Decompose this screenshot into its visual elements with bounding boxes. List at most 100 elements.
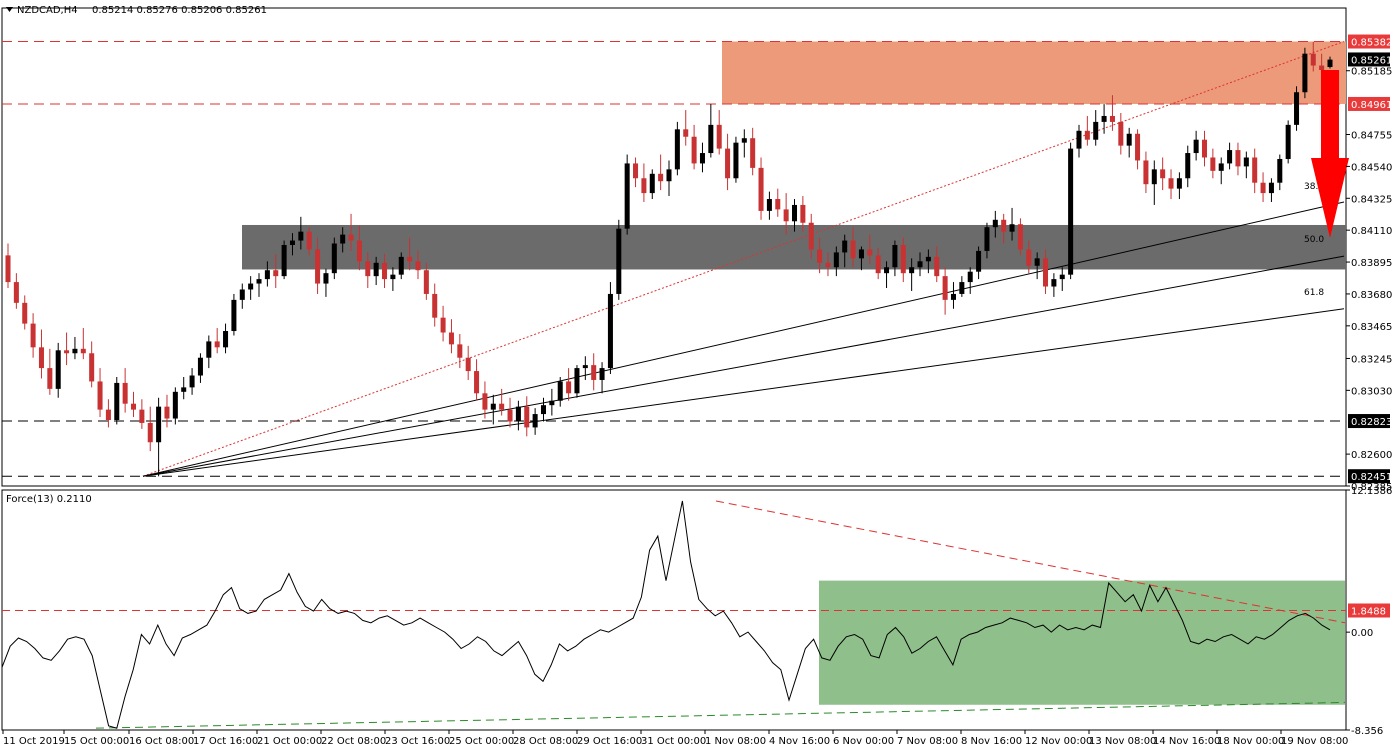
fan-base-line [142,41,1345,477]
candle-body [156,406,162,443]
candle-body [532,414,538,428]
price-flag-label: 0.85261 [1351,55,1392,66]
force-title: Force(13) 0.2110 [6,494,92,505]
chart-title: NZDCAD,H4 [17,5,78,16]
y-tick-label: 0.83030 [1351,386,1392,397]
candle-body [147,422,153,443]
candle-body [356,240,362,262]
candle-body [1001,219,1007,232]
price-flag-label: 0.85382 [1351,38,1392,49]
candle-body [884,267,890,274]
candle-body [331,243,337,274]
candle-body [139,409,145,423]
candle-body [825,262,831,268]
x-tick-label: 17 Oct 16:00 [193,736,258,747]
candle-body [373,262,379,277]
candle-body [900,244,906,274]
candle-body [691,136,697,164]
candle-body [674,129,680,170]
resistance-zone [722,41,1346,104]
candle-body [298,231,304,241]
candle-body [1327,59,1333,68]
candle-body [683,129,689,137]
candle-body [1210,157,1216,171]
fan-line-38.2 [142,201,1345,477]
x-tick-label: 11 Oct 2019 [3,736,65,747]
x-tick-label: 6 Nov 00:00 [833,736,894,747]
candle-body [1043,258,1049,287]
force-support-trendline [95,701,1346,729]
candle-body [239,289,245,300]
x-tick-label: 28 Oct 08:00 [513,736,578,747]
candle-body [122,382,128,404]
price-flag-label: 0.84961 [1351,100,1392,111]
candle-body [97,381,103,410]
price-flag [1348,414,1390,429]
x-tick-label: 22 Oct 08:00 [321,736,386,747]
candle-body [875,255,881,274]
candle-body [817,249,823,263]
candle-body [699,153,705,164]
y-tick-label: 0.84540 [1351,162,1392,173]
candle-body [1135,133,1141,161]
candle-body [490,403,496,410]
price-flag [1348,52,1390,67]
x-tick-label: 19 Nov 08:00 [1281,736,1348,747]
candle-body [1109,115,1115,122]
candle-body [540,405,547,415]
candle-body [850,240,856,259]
y-tick-label: 0.82600 [1351,450,1392,461]
title-triangle-icon [6,7,13,12]
candle-body [89,353,95,382]
y-tick-label: 0.84110 [1351,226,1392,237]
candle-body [1118,121,1124,146]
candle-body [432,293,438,318]
candle-body [507,409,513,422]
candle-body [591,365,597,380]
candle-body [984,227,990,251]
candle-body [474,371,480,394]
candle-body [440,317,446,333]
candle-body [549,400,555,406]
candle-body [1059,274,1065,280]
candle-body [557,381,563,401]
candle-body [482,393,488,410]
candle-body [1176,178,1182,189]
candle-body [633,163,639,179]
candle-body [524,406,530,428]
candle-body [833,252,839,268]
candle-body [457,344,463,358]
candle-body [1227,150,1233,164]
candle-body [909,267,915,274]
candle-body [1294,92,1300,125]
candle-body [800,204,806,223]
candle-body [1051,279,1057,287]
x-tick-label: 8 Nov 16:00 [961,736,1022,747]
force-zone [819,580,1345,705]
candle-body [415,261,421,271]
x-tick-label: 25 Oct 00:00 [449,736,514,747]
fib-label-500: 50.0 [1304,235,1324,245]
candle-body [407,256,413,262]
x-tick-label: 4 Nov 16:00 [769,736,830,747]
candle-body [1310,53,1316,66]
price-flag-label: 0.82451 [1351,472,1392,483]
candle-body [398,256,404,275]
candle-body [172,391,178,419]
price-flag [1348,469,1390,484]
candle-body [624,163,630,229]
candle-body [47,368,53,389]
candle-body [750,138,756,168]
candle-body [206,341,212,358]
candle-body [114,382,120,421]
candle-body [214,341,220,348]
candle-body [741,138,747,143]
candle-body [783,209,789,222]
y-tick-label: 0.84755 [1351,131,1392,142]
candle-body [1076,130,1082,149]
fib-label-382: 38.2 [1304,182,1324,192]
candle-body [38,347,44,369]
candle-body [1160,169,1166,179]
candle-body [323,273,329,284]
